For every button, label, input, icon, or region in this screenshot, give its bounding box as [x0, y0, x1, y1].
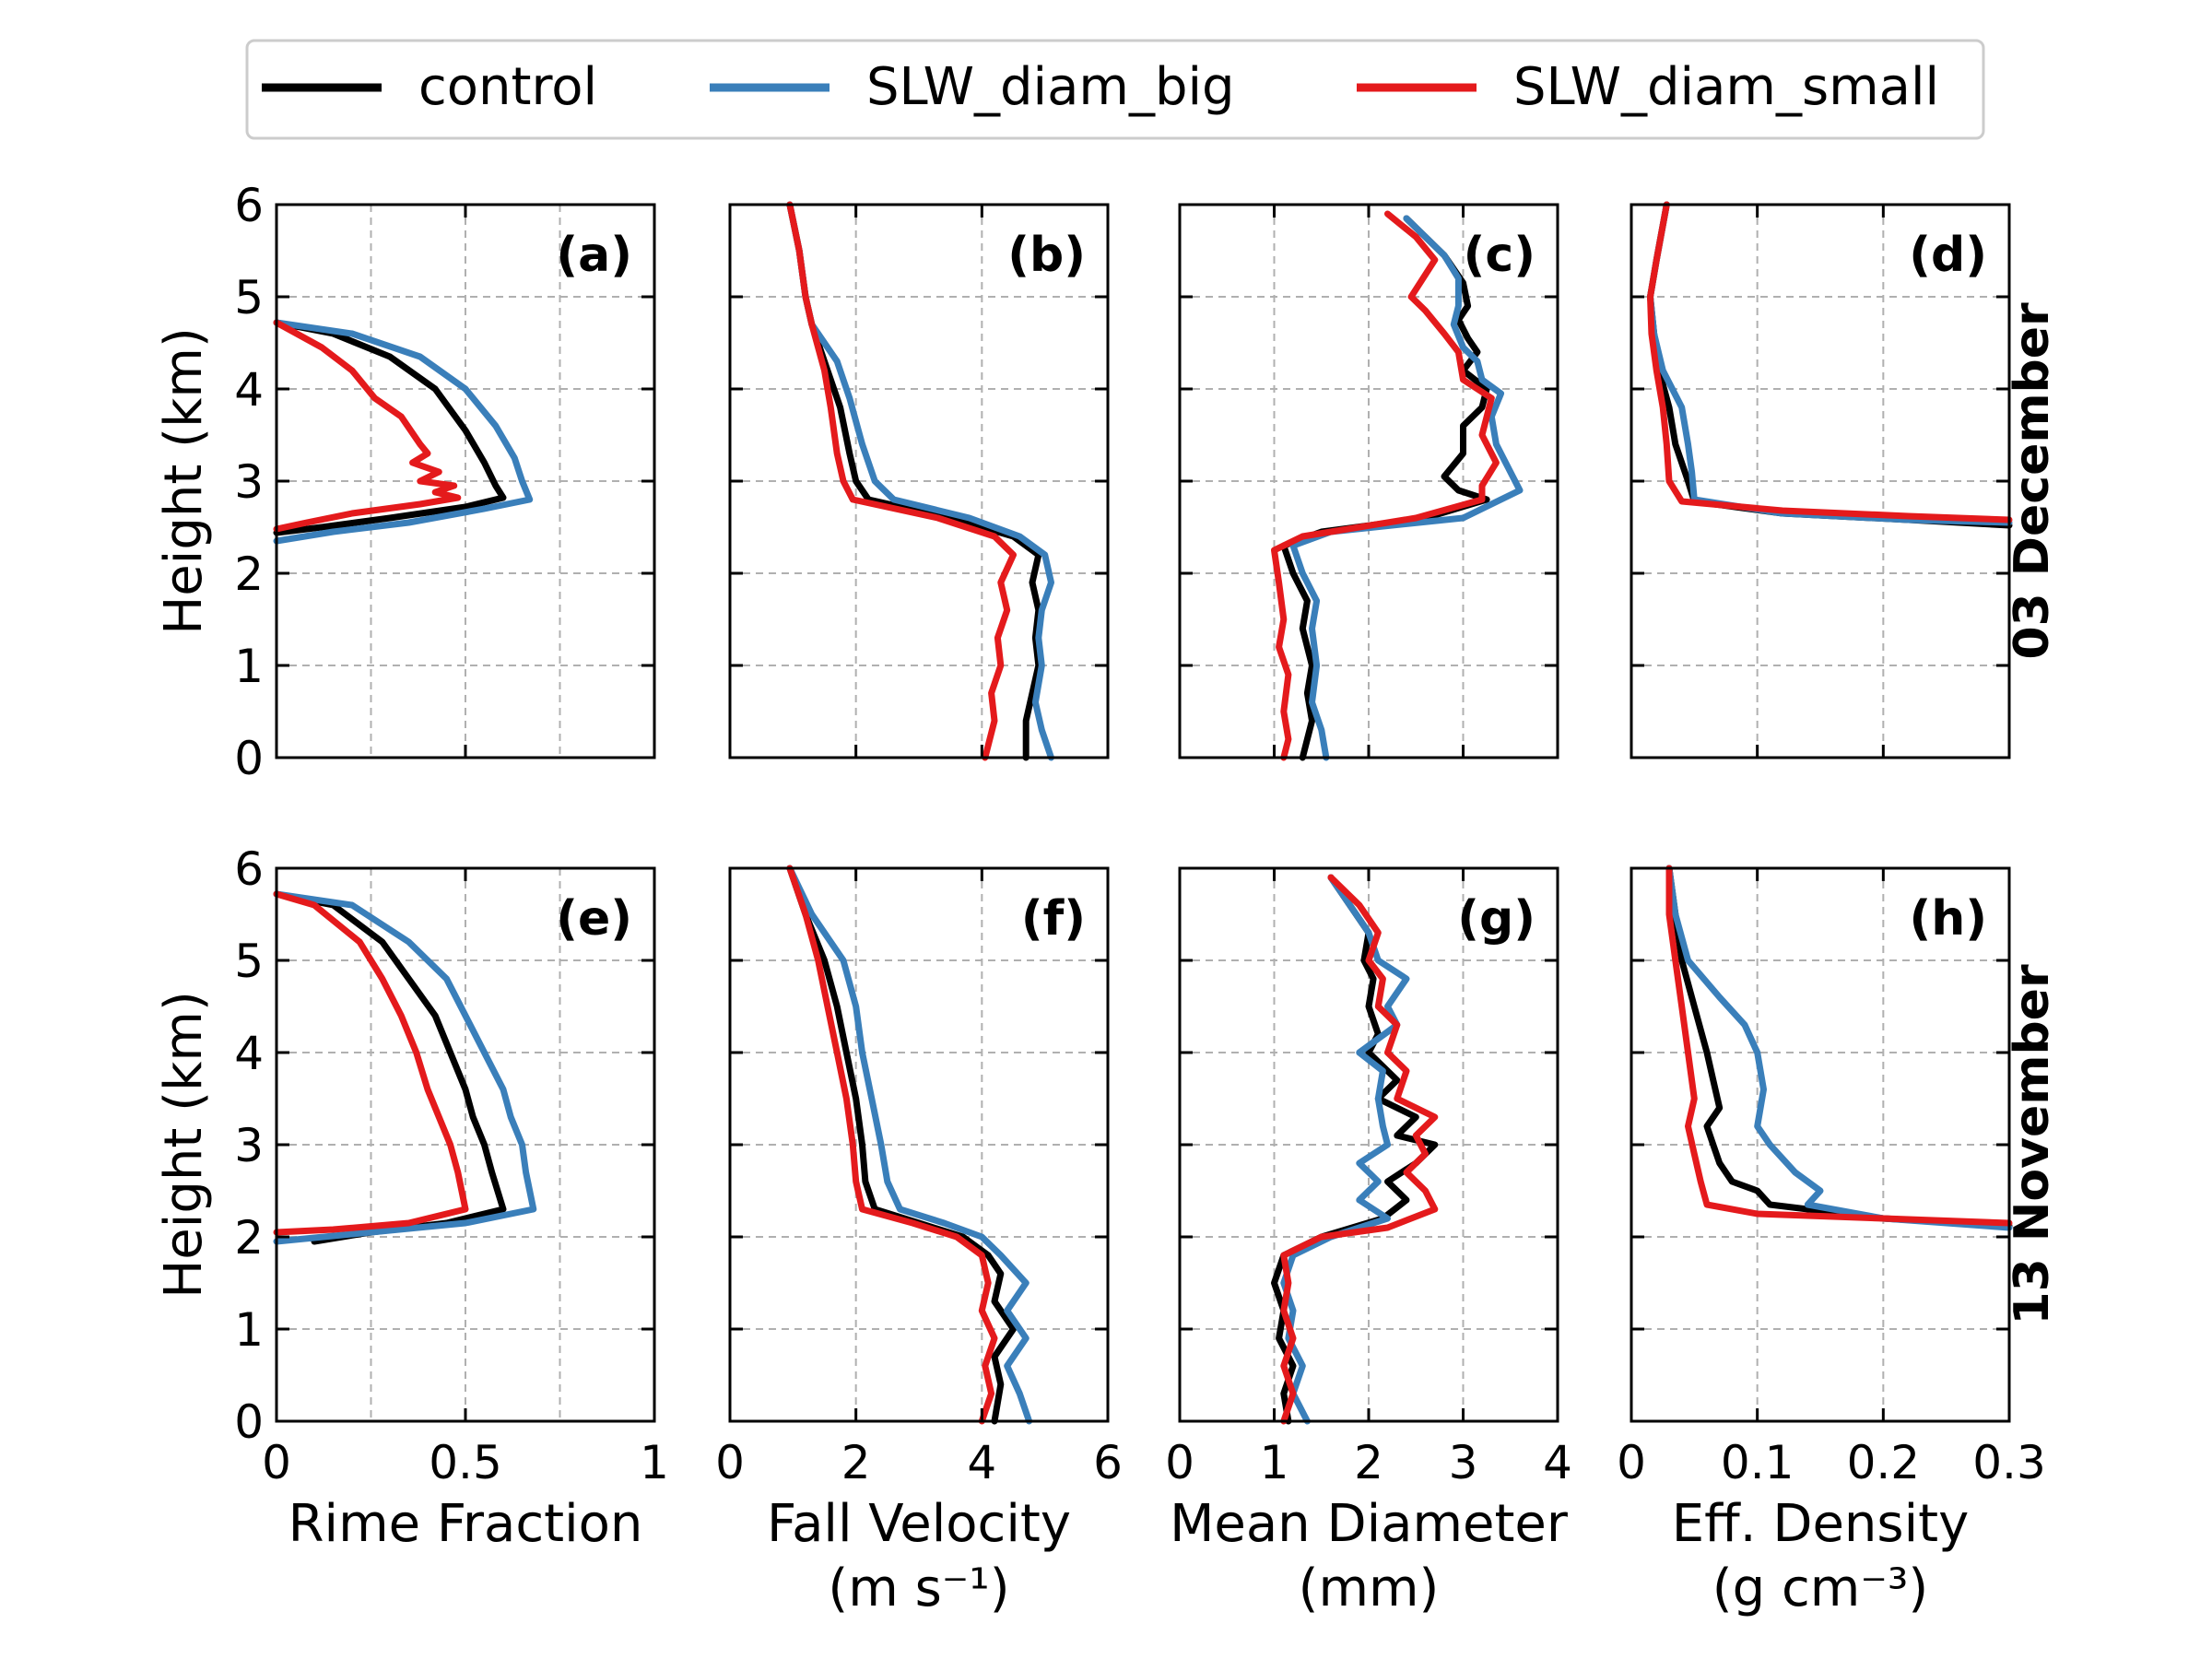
series-line-control — [273, 319, 507, 536]
panel-tag: (b) — [1007, 228, 1086, 283]
series-line-SLW_diam_big — [273, 890, 537, 1245]
legend-label-control: control — [418, 57, 597, 117]
x-tick-label: 1 — [640, 1436, 669, 1489]
y-tick-label: 3 — [234, 455, 264, 509]
y-tick-label: 1 — [234, 640, 264, 693]
panel-tag: (h) — [1909, 891, 1987, 947]
x-tick-label: 0.3 — [1972, 1436, 2046, 1489]
y-tick-label: 5 — [234, 935, 264, 988]
legend-box — [245, 39, 1985, 140]
x-axis-title: Fall Velocity — [767, 1494, 1071, 1554]
x-tick-label: 0 — [715, 1436, 745, 1489]
series-line-control — [1665, 865, 2013, 1230]
panel-e: 0 1 2 3 4 5 6 0 0.5 1 (e) — [234, 842, 669, 1489]
row-label: 03 December — [2005, 302, 2060, 660]
panel-f: 0 2 4 6 (f) — [715, 865, 1123, 1489]
row-labels: 03 December 13 November — [2005, 302, 2060, 1325]
series-line-control — [273, 890, 507, 1245]
x-tick-label: 3 — [1449, 1436, 1478, 1489]
y-tick-label: 5 — [234, 271, 264, 324]
x-tick-label: 2 — [1354, 1436, 1383, 1489]
x-tick-label: 0.2 — [1847, 1436, 1921, 1489]
x-axis-title: Eff. Density — [1672, 1494, 1969, 1554]
x-tick-label: 1 — [1260, 1436, 1289, 1489]
panel-tag: (c) — [1464, 228, 1535, 283]
y-tick-label: 0 — [234, 1395, 264, 1449]
panel-a: 0 1 2 3 4 5 6 (a) — [234, 179, 656, 785]
legend-label-SLW_diam_big: SLW_diam_big — [866, 57, 1235, 117]
legend-label-SLW_diam_small: SLW_diam_small — [1513, 57, 1939, 117]
x-axis-titles: Rime Fraction Fall Velocity(m s⁻¹) Mean Di… — [288, 1494, 1970, 1618]
x-axis-unit: (g cm⁻³) — [1712, 1559, 1928, 1618]
panel-tag: (g) — [1457, 891, 1535, 947]
panel-g: 0 1 2 3 4 (g) — [1165, 866, 1572, 1489]
series-line-control — [1271, 874, 1439, 1425]
series-line-SLW_diam_big — [273, 319, 534, 545]
panel-c: (c) — [1178, 203, 1559, 761]
x-tick-label: 4 — [1543, 1436, 1572, 1489]
y-tick-label: 0 — [234, 732, 264, 785]
panel-d: (d) — [1630, 201, 2013, 759]
series-line-SLW_diam_small — [1647, 201, 2013, 524]
series-line-SLW_diam_big — [1289, 215, 1524, 761]
x-axis-unit: (mm) — [1299, 1559, 1440, 1618]
row-label: 13 November — [2005, 964, 2060, 1325]
series-line-SLW_diam_small — [786, 865, 998, 1425]
y-axis-titles: Height (km) Height (km) — [154, 327, 214, 1299]
x-tick-label: 0.5 — [429, 1436, 502, 1489]
x-axis-title: Rime Fraction — [288, 1494, 643, 1554]
y-tick-label: 6 — [234, 842, 264, 896]
series-line-SLW_diam_small — [273, 319, 462, 533]
y-tick-label: 4 — [234, 363, 264, 417]
y-tick-label: 1 — [234, 1303, 264, 1357]
series-line-SLW_diam_big — [786, 201, 1054, 761]
series-line-SLW_diam_small — [1271, 210, 1500, 761]
series-line-SLW_diam_small — [1280, 874, 1439, 1425]
x-tick-label: 6 — [1093, 1436, 1123, 1489]
y-tick-label: 2 — [234, 547, 264, 601]
panel-tag: (e) — [556, 891, 632, 947]
x-axis-unit: (m s⁻¹) — [828, 1559, 1009, 1618]
x-tick-label: 0 — [262, 1436, 291, 1489]
series-line-control — [1280, 215, 1490, 761]
x-tick-label: 0 — [1617, 1436, 1646, 1489]
series-line-SLW_diam_big — [1665, 865, 2013, 1231]
x-tick-label: 0.1 — [1721, 1436, 1794, 1489]
panel-tag: (d) — [1909, 228, 1987, 283]
panel-h: 0 0.1 0.2 0.3 (h) — [1617, 865, 2046, 1489]
panel-tag: (a) — [556, 228, 632, 283]
y-axis-title: Height (km) — [154, 991, 214, 1299]
y-axis-title: Height (km) — [154, 327, 214, 635]
x-axis-title: Mean Diameter — [1170, 1494, 1569, 1554]
series-line-SLW_diam_small — [273, 890, 469, 1236]
x-tick-label: 0 — [1165, 1436, 1194, 1489]
x-tick-label: 2 — [841, 1436, 871, 1489]
series-line-SLW_diam_big — [786, 865, 1033, 1425]
y-tick-label: 3 — [234, 1119, 264, 1172]
panel-tag: (f) — [1021, 891, 1086, 947]
legend: control SLW_diam_big SLW_diam_small — [245, 39, 1985, 140]
series-line-SLW_diam_small — [1665, 865, 2013, 1227]
series-line-SLW_diam_big — [1280, 874, 1410, 1425]
x-tick-label: 4 — [967, 1436, 996, 1489]
panel-b: (b) — [728, 201, 1110, 761]
series-line-SLW_diam_small — [786, 201, 1017, 761]
y-tick-label: 6 — [234, 179, 264, 232]
y-tick-label: 4 — [234, 1027, 264, 1080]
y-tick-label: 2 — [234, 1211, 264, 1265]
